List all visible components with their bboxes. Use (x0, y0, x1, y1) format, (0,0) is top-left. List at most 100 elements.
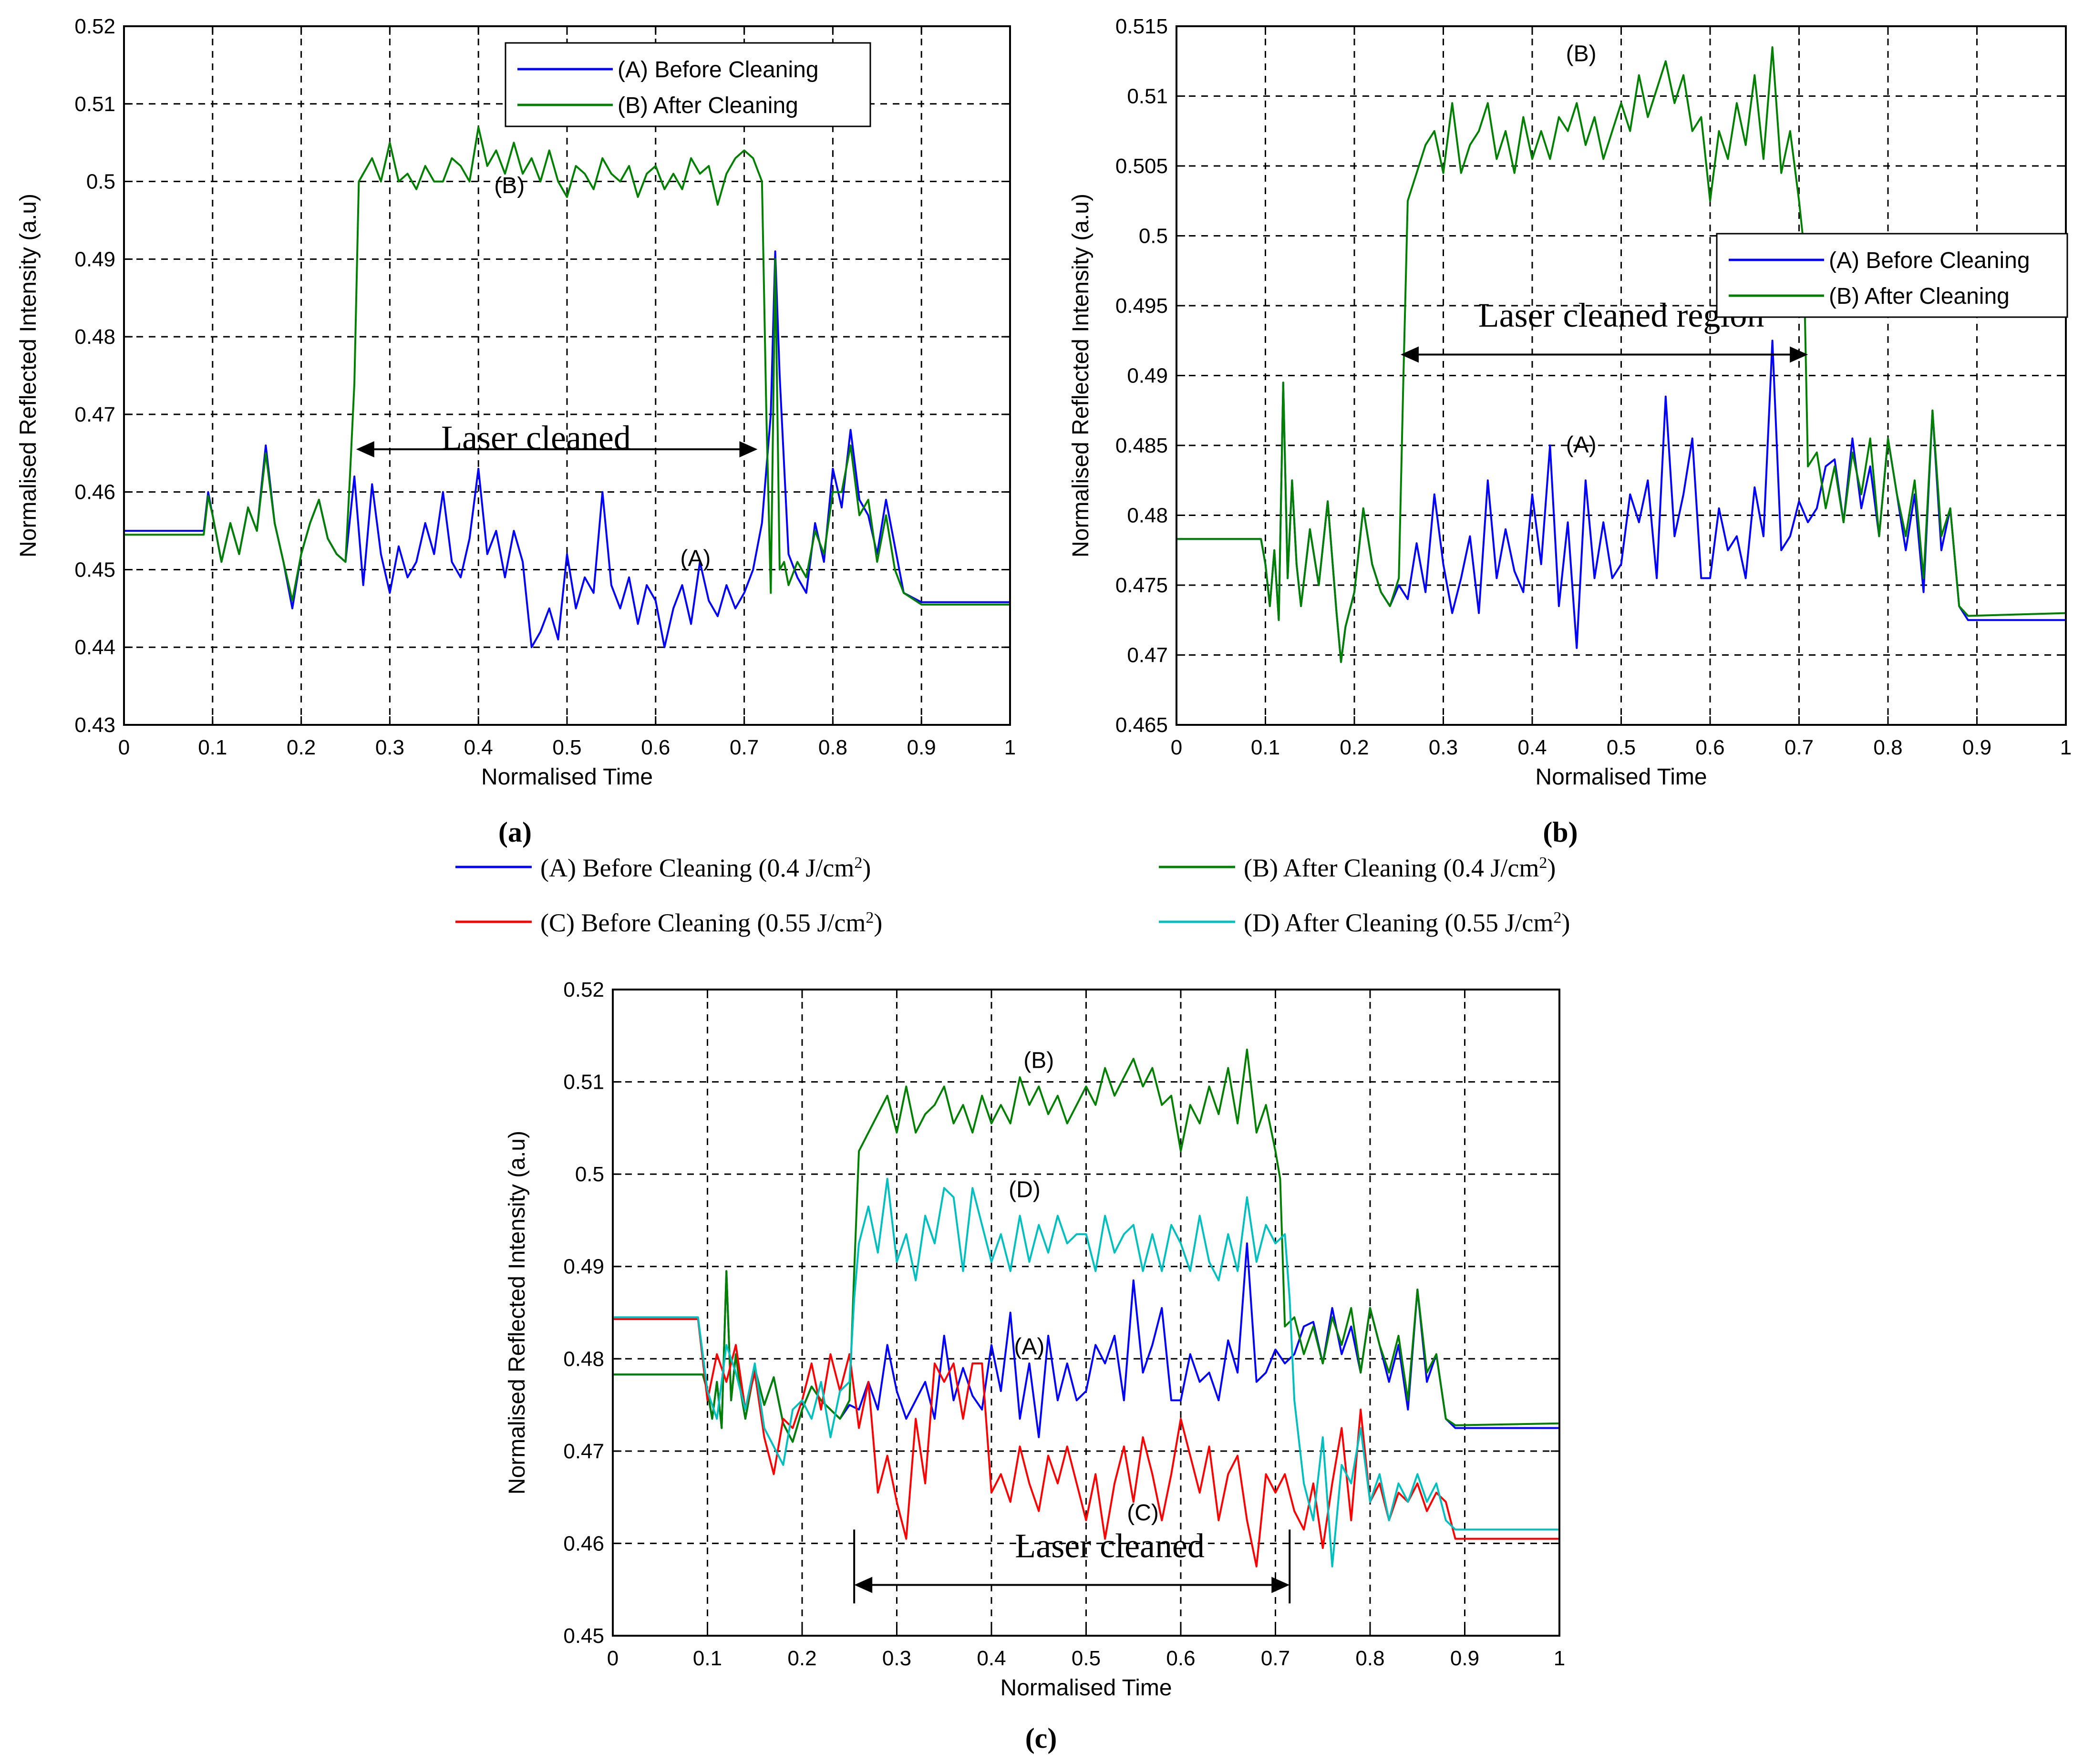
chart-b-xtick-label: 0.3 (1429, 736, 1458, 759)
chart-c-xtick-label: 0.3 (882, 1647, 911, 1670)
legend-c-label-b: (B) After Cleaning (0.4 J/cm2) (1244, 854, 1556, 882)
chart-a-arrow-head-right (739, 441, 758, 458)
chart-a-legend-label-a: (A) Before Cleaning (618, 57, 819, 83)
chart-c-xtick-label: 0.4 (977, 1647, 1006, 1670)
chart-a-xtick-label: 0.4 (464, 736, 493, 759)
legend-c-label-a: (A) Before Cleaning (0.4 J/cm2) (540, 854, 871, 882)
chart-a-xtick-label: 0.6 (641, 736, 670, 759)
chart-b-xtick-label: 0.2 (1340, 736, 1369, 759)
caption-b: (b) (1543, 816, 1578, 848)
chart-b-xtick-label: 1 (2060, 736, 2072, 759)
chart-b-ytick-label: 0.475 (1115, 574, 1168, 597)
chart-b-ytick-label: 0.47 (1127, 644, 1168, 667)
chart-b-arrow-head-right (1790, 346, 1808, 363)
chart-a-ytick-label: 0.51 (74, 93, 115, 116)
chart-c-xtick-label: 1 (1554, 1647, 1565, 1670)
chart-c-ytick-label: 0.49 (563, 1255, 604, 1279)
chart-a-xtick-label: 0.8 (818, 736, 847, 759)
chart-c-ytick-label: 0.47 (563, 1440, 604, 1463)
chart-b-ytick-label: 0.505 (1115, 155, 1168, 178)
legend-c-label-d: (D) After Cleaning (0.55 J/cm2) (1244, 908, 1570, 937)
chart-b-ytick-label: 0.485 (1115, 434, 1168, 457)
chart-a-xtick-label: 0.1 (198, 736, 227, 759)
chart-c-xtick-label: 0.8 (1355, 1647, 1384, 1670)
chart-a-xtick-label: 0.2 (287, 736, 316, 759)
chart-a-legend-box (505, 42, 871, 127)
chart-c-arrow-head-left (854, 1577, 873, 1593)
chart-b-xtick-label: 0 (1171, 736, 1182, 759)
chart-b-legend-box (1716, 233, 2068, 318)
chart-a-ytick-label: 0.47 (74, 403, 115, 426)
chart-b-ytick-label: 0.51 (1127, 85, 1168, 108)
chart-c-annotation-laser-cleaned: Laser cleaned (1015, 1527, 1205, 1565)
chart-c-ytick-label: 0.46 (563, 1532, 604, 1555)
chart-a-xtick-label: 0.9 (907, 736, 936, 759)
chart-a-ytick-label: 0.46 (74, 481, 115, 504)
chart-b-ytick-label: 0.5 (1139, 225, 1168, 248)
chart-b-legend-label-b: (B) After Cleaning (1829, 284, 2010, 309)
chart-b-annotation-b: (B) (1566, 41, 1597, 66)
chart-c-series-d (613, 1177, 1559, 1568)
chart-c-ytick-label: 0.51 (563, 1071, 604, 1094)
chart-b-ytick-label: 0.515 (1115, 15, 1168, 38)
chart-a-ytick-label: 0.45 (74, 558, 115, 581)
chart-b-ytick-label: 0.495 (1115, 294, 1168, 318)
chart-a-xtick-label: 0.7 (730, 736, 759, 759)
chart-a-ytick-label: 0.43 (74, 713, 115, 737)
chart-b-xtick-label: 0.5 (1607, 736, 1636, 759)
chart-a-ytick-label: 0.44 (74, 636, 115, 659)
chart-a-annotation-laser-cleaned: Laser cleaned (441, 419, 631, 457)
chart-c-series-b (613, 1048, 1560, 1443)
chart-c-xtick-label: 0.2 (787, 1647, 816, 1670)
chart-c-xtick-label: 0 (607, 1647, 619, 1670)
chart-c-ytick-label: 0.52 (563, 978, 604, 1001)
chart-a-xtick-label: 0 (118, 736, 130, 759)
chart-b-ytick-label: 0.465 (1115, 713, 1168, 737)
chart-c-xlabel: Normalised Time (1000, 1675, 1172, 1701)
chart-a-series-b (124, 126, 1010, 606)
chart-a-xlabel: Normalised Time (481, 764, 653, 790)
chart-a-legend: (A) Before Cleaning (B) After Cleaning (505, 42, 871, 127)
chart-a-annotation-a: (A) (680, 546, 711, 571)
chart-c: 0 0.1 0.2 0.3 0.4 0.5 0.6 0.7 0.8 0.9 1 0.45 0.46 0.4… (505, 978, 1565, 1701)
chart-c-arrow-head-right (1271, 1577, 1290, 1593)
chart-a-ytick-label: 0.52 (74, 15, 115, 38)
chart-b-legend-label-a: (A) Before Cleaning (1829, 248, 2030, 273)
caption-a: (a) (498, 816, 532, 848)
chart-c-ytick-label: 0.5 (575, 1163, 604, 1186)
chart-b-xtick-label: 0.7 (1785, 736, 1814, 759)
chart-b-ylabel: Normalised Reflected Intensity (a.u) (1068, 194, 1093, 557)
caption-c: (c) (1025, 1723, 1057, 1754)
chart-c-xtick-label: 0.9 (1450, 1647, 1479, 1670)
chart-c-xtick-label: 0.7 (1261, 1647, 1290, 1670)
chart-b-legend: (A) Before Cleaning (B) After Cleaning (1716, 233, 2068, 318)
chart-b-xtick-label: 0.6 (1695, 736, 1724, 759)
chart-b-annotation-a: (A) (1566, 433, 1597, 458)
chart-a-legend-label-b: (B) After Cleaning (618, 93, 798, 118)
chart-a-xtick-label: 1 (1004, 736, 1016, 759)
chart-b-xlabel: Normalised Time (1535, 764, 1707, 790)
chart-a-ylabel: Normalised Reflected Intensity (a.u) (16, 194, 41, 557)
chart-c-annotation-c: (C) (1127, 1500, 1159, 1526)
chart-b-ytick-label: 0.48 (1127, 504, 1168, 527)
chart-c-annotation-b: (B) (1023, 1048, 1054, 1073)
chart-b-xtick-label: 0.8 (1873, 736, 1902, 759)
chart-b-ytick-label: 0.49 (1127, 364, 1168, 388)
chart-c-annotation-a: (A) (1014, 1334, 1044, 1360)
chart-a-xtick-label: 0.5 (552, 736, 581, 759)
chart-b-xtick-label: 0.4 (1517, 736, 1547, 759)
chart-a-ytick-label: 0.5 (86, 170, 115, 194)
chart-a-xtick-label: 0.3 (375, 736, 404, 759)
chart-a-ytick-label: 0.49 (74, 248, 115, 271)
chart-a-arrow-head-left (356, 441, 374, 458)
chart-a: 0 0.1 0.2 0.3 0.4 0.5 0.6 0.7 0.8 0.9 1 0.43 0.44 0.4… (16, 15, 1016, 790)
legend-c-label-c: (C) Before Cleaning (0.55 J/cm2) (540, 908, 882, 937)
chart-a-annotation-b: (B) (494, 173, 525, 198)
chart-c-annotation-d: (D) (1009, 1177, 1041, 1203)
chart-b-xtick-label: 0.1 (1251, 736, 1280, 759)
chart-c-ytick-label: 0.48 (563, 1347, 604, 1371)
chart-b-series-b (1176, 46, 2066, 663)
chart-c-xtick-label: 0.5 (1072, 1647, 1101, 1670)
chart-b: 0 0.1 0.2 0.3 0.4 0.5 0.6 0.7 0.8 0.9 1 0.465 0.47 0.… (1068, 15, 2072, 790)
